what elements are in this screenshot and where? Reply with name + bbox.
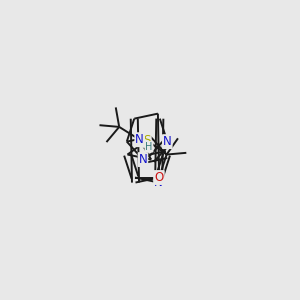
Text: N: N bbox=[163, 135, 172, 148]
Text: N: N bbox=[154, 176, 163, 189]
Text: H: H bbox=[145, 142, 153, 152]
Text: O: O bbox=[154, 171, 164, 184]
Text: S: S bbox=[143, 134, 151, 147]
Text: N: N bbox=[139, 153, 147, 166]
Text: N: N bbox=[135, 133, 144, 146]
